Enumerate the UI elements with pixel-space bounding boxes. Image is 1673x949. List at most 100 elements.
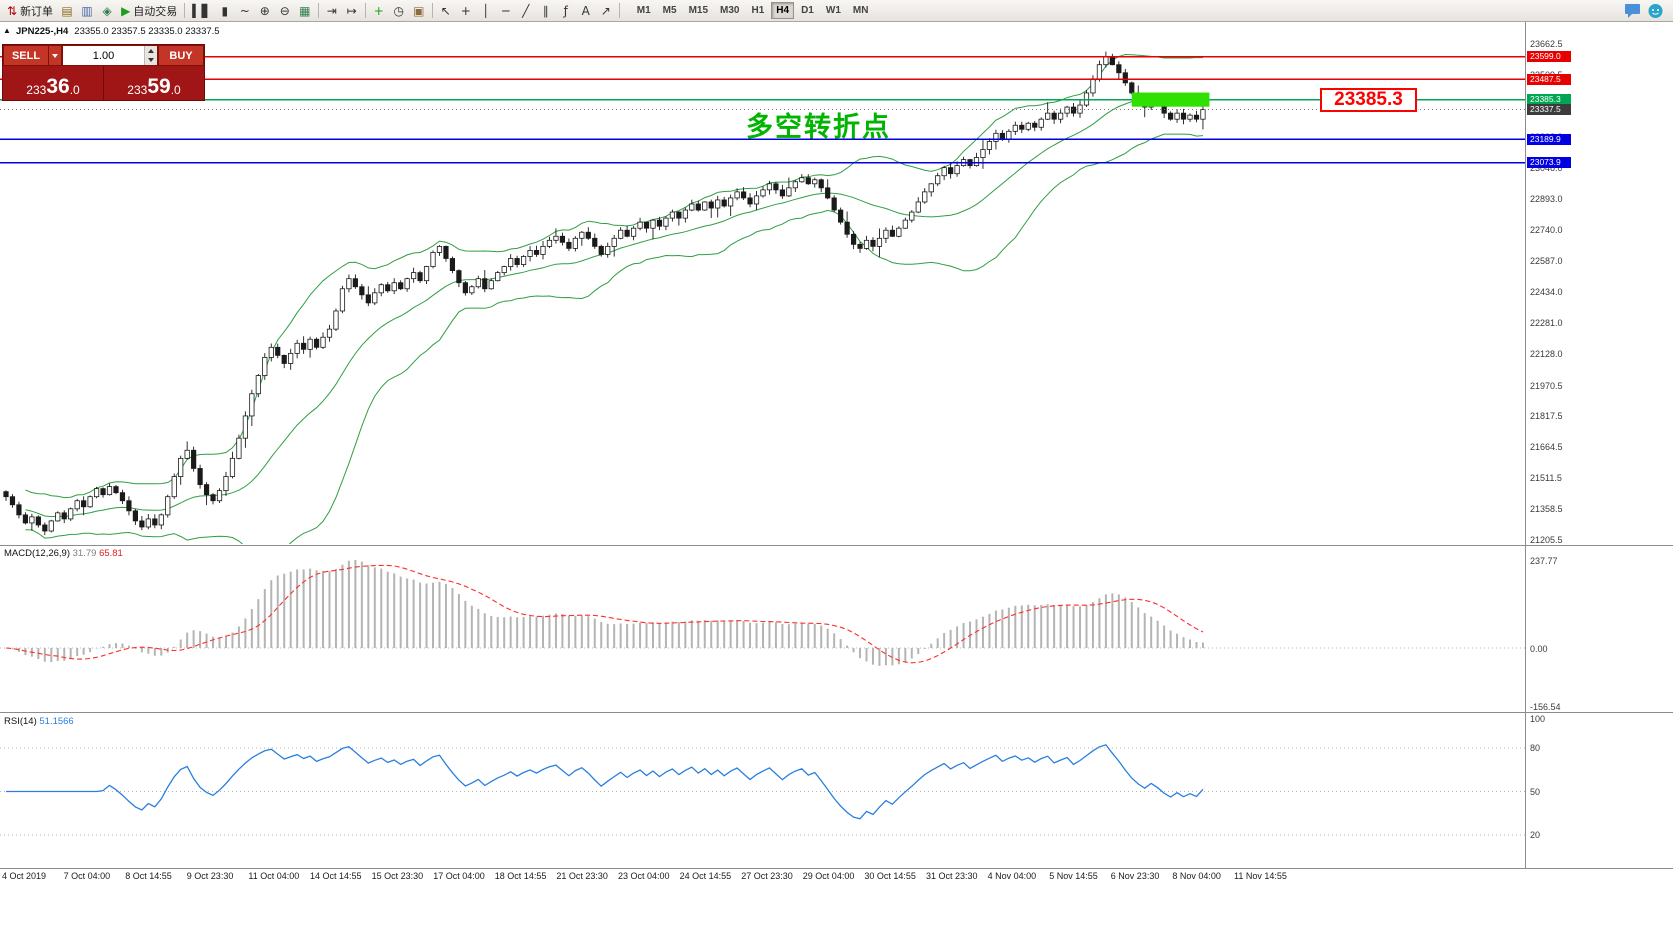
toolbar-button-equidistant-channel[interactable]: ∥	[536, 1, 556, 20]
toolbar-button-zoom-in[interactable]: ⊕	[255, 1, 275, 20]
autotrading-label: 自动交易	[133, 5, 178, 18]
support-chat-icon[interactable]	[1647, 3, 1664, 19]
timeframe-h4[interactable]: H4	[771, 2, 795, 19]
toolbar-button-cursor[interactable]: ↖	[436, 1, 456, 20]
price-axis-tick: 22587.0	[1530, 256, 1563, 267]
timeframe-m30[interactable]: M30	[715, 2, 744, 19]
timeframe-m1[interactable]: M1	[632, 2, 656, 19]
time-axis-label: 30 Oct 14:55	[864, 871, 916, 881]
price-axis-tick: 21358.5	[1530, 504, 1563, 515]
one-click-panel-toggle[interactable]: ▲	[3, 26, 11, 35]
time-axis-label: 18 Oct 14:55	[494, 871, 547, 881]
rsi-axis-label: 100	[1530, 714, 1546, 724]
buy-price[interactable]: 233 59.0	[103, 66, 204, 100]
zoom-out-icon: ⊖	[279, 3, 290, 18]
volume-input-wrap	[62, 45, 158, 66]
toolbar-button-autotrading[interactable]: ▶ 自动交易	[117, 1, 181, 20]
volume-down-icon[interactable]	[145, 55, 157, 65]
price-tag-23337.5: 23337.5	[1527, 104, 1571, 116]
toolbar-button-chart-shift[interactable]: ↦	[342, 1, 362, 20]
arrows-icon: ↗	[600, 3, 611, 18]
templates-icon: ▣	[413, 3, 425, 18]
price-axis-tick: 21817.5	[1530, 411, 1563, 422]
macd-axis-label: 0.00	[1530, 644, 1548, 654]
time-axis-label: 6 Nov 23:30	[1110, 871, 1160, 881]
time-axis-label: 24 Oct 14:55	[679, 871, 732, 881]
trade-panel-top-row: SELL BUY	[3, 45, 204, 66]
macd-signal-value: 65.81	[99, 548, 123, 559]
volume-up-icon[interactable]	[145, 46, 157, 56]
autotrading-icon: ▶	[121, 3, 131, 18]
sell-button[interactable]: SELL	[3, 45, 49, 66]
text-icon: A	[581, 3, 590, 18]
price-axis-tick: 21970.5	[1530, 380, 1563, 391]
time-axis-label: 31 Oct 23:30	[926, 871, 978, 881]
toolbar-button-refresh[interactable]: ◈	[97, 1, 117, 20]
toolbar-button-add-indicator[interactable]: +	[369, 1, 389, 20]
toolbar-button-fibonacci[interactable]: ƒ	[556, 1, 576, 20]
chart-shift-icon: ↦	[346, 3, 357, 18]
timeframe-h1[interactable]: H1	[746, 2, 769, 19]
time-axis-label: 8 Oct 14:55	[125, 871, 172, 881]
toolbar-separator	[618, 3, 620, 18]
price-axis-tick: 21205.5	[1530, 535, 1563, 545]
toolbar-button-horizontal-line[interactable]: ─	[496, 1, 516, 20]
toolbar-button-vertical-line[interactable]: │	[476, 1, 496, 20]
buy-button[interactable]: BUY	[158, 45, 204, 66]
toolbar-button-new-order[interactable]: ⇅ 新订单	[3, 1, 57, 20]
sell-price[interactable]: 233 36.0	[3, 66, 103, 100]
rsi-name: RSI(14)	[4, 716, 37, 727]
toolbar-button-periods[interactable]: ◷	[389, 1, 409, 20]
time-axis-label: 11 Nov 14:55	[1234, 871, 1287, 881]
toolbar-buttons: ⇅ 新订单 ▤ ▥ ◈ ▶ 自动交易 ▍▋ ▮ ~ ⊕ ⊖ ▦ ⇥ ↦ + ◷ ▣ ↖ + │ ─ ╱ ∥ ƒ A ↗	[3, 1, 623, 20]
timeframe-m15[interactable]: M15	[684, 2, 713, 19]
toolbar-button-tile-windows[interactable]: ▦	[295, 1, 315, 20]
periods-icon: ◷	[393, 3, 404, 18]
new-order-icon: ⇅	[7, 3, 18, 18]
toolbar-right	[1624, 3, 1670, 19]
toolbar-button-templates[interactable]: ▣	[409, 1, 429, 20]
candle-chart-icon: ▮	[221, 3, 229, 18]
volume-input[interactable]	[63, 46, 144, 65]
chevron-down-icon	[52, 53, 58, 58]
community-chat-icon[interactable]	[1624, 3, 1641, 19]
toolbar-button-text[interactable]: A	[576, 1, 596, 20]
macd-name: MACD(12,26,9)	[4, 548, 70, 559]
timeframe-w1[interactable]: W1	[821, 2, 846, 19]
toolbar-button-arrows[interactable]: ↗	[596, 1, 616, 20]
timeframe-mn[interactable]: MN	[848, 2, 874, 19]
toolbar-button-auto-scroll[interactable]: ⇥	[322, 1, 342, 20]
price-tag-23385.3: 23385.3	[1527, 94, 1571, 106]
time-axis-label: 7 Oct 04:00	[63, 871, 111, 881]
toolbar-button-charts-window[interactable]: ▤	[57, 1, 77, 20]
price-axis-tick: 22893.0	[1530, 194, 1563, 205]
chart-title: JPN225-,H4 23355.0 23357.5 23335.0 23337.…	[16, 26, 220, 37]
toolbar-button-trendline[interactable]: ╱	[516, 1, 536, 20]
timeframe-d1[interactable]: D1	[796, 2, 819, 19]
toolbar-button-zoom-out[interactable]: ⊖	[275, 1, 295, 20]
time-axis-label: 4 Nov 04:00	[987, 871, 1037, 881]
toolbar-button-bar-chart[interactable]: ▍▋	[188, 1, 214, 20]
ohlc-values: 23355.0 23357.5 23335.0 23337.5	[74, 26, 220, 37]
toolbar-button-profiles[interactable]: ▥	[77, 1, 97, 20]
time-axis-label: 8 Nov 04:00	[1172, 871, 1221, 881]
horizontal-line-icon: ─	[502, 3, 510, 18]
timeframe-m5[interactable]: M5	[658, 2, 682, 19]
macd-indicator-label: MACD(12,26,9) 31.79 65.81	[4, 548, 123, 559]
main-toolbar: ⇅ 新订单 ▤ ▥ ◈ ▶ 自动交易 ▍▋ ▮ ~ ⊕ ⊖ ▦ ⇥ ↦ + ◷ ▣ ↖ + │ ─ ╱ ∥ ƒ A ↗ M1 M5 M1…	[0, 0, 1673, 22]
toolbar-button-line-chart[interactable]: ~	[235, 1, 255, 20]
toolbar-button-crosshair[interactable]: +	[456, 1, 476, 20]
time-axis-label: 9 Oct 23:30	[186, 871, 234, 881]
macd-axis-label: -156.54	[1530, 702, 1561, 712]
refresh-icon: ◈	[102, 3, 112, 18]
toolbar-button-candle-chart[interactable]: ▮	[215, 1, 235, 20]
time-axis-label: 29 Oct 04:00	[802, 871, 855, 881]
price-tag-23189.9: 23189.9	[1527, 133, 1571, 145]
collapse-triangle-icon: ▲	[3, 26, 11, 35]
volume-preset-dropdown[interactable]	[49, 45, 62, 66]
toolbar-separator	[431, 3, 433, 18]
bar-chart-icon: ▍▋	[192, 3, 211, 18]
trendline-icon: ╱	[522, 3, 530, 18]
